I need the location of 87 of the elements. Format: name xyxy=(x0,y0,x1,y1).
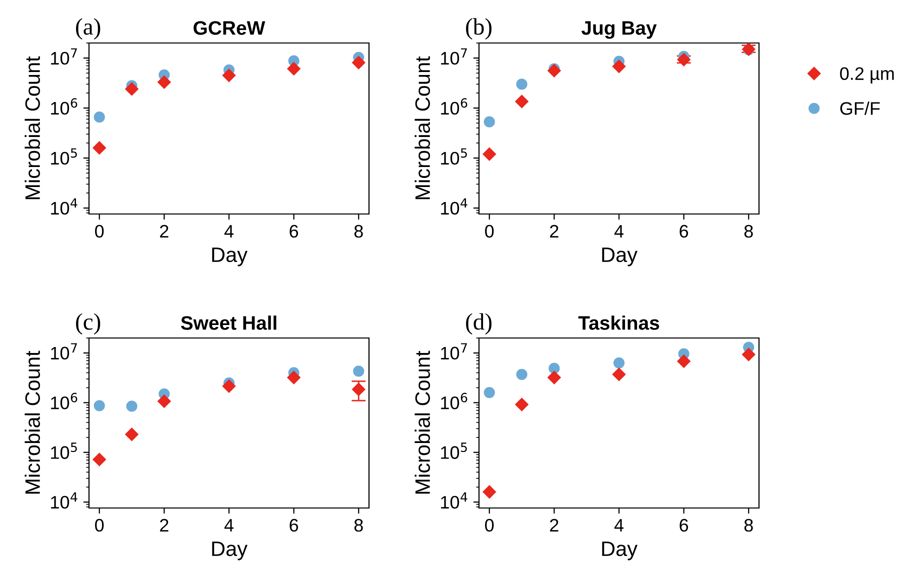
x-tick-label: 2 xyxy=(550,518,558,532)
point xyxy=(548,64,561,78)
y-tick-label: 10$^{4}$ xyxy=(51,198,78,215)
x-tick-label: 4 xyxy=(614,519,624,532)
x-tick-label: 2 xyxy=(160,224,168,238)
point xyxy=(482,147,496,161)
x-axis-title: Day xyxy=(602,542,638,560)
point xyxy=(158,394,171,408)
x-tick-label: 4 xyxy=(614,225,624,238)
point xyxy=(742,348,756,362)
y-tick-label: 10$^{6}$ xyxy=(51,98,78,115)
y-tick-label: 10$^{5}$ xyxy=(51,148,77,165)
chart-title: Taskinas xyxy=(578,316,660,330)
y-axis-title: Microbial Count xyxy=(24,350,40,494)
y-axis-title: Microbial Count xyxy=(24,56,40,200)
point xyxy=(287,370,300,384)
point xyxy=(548,362,560,374)
point xyxy=(515,94,528,108)
point xyxy=(516,368,528,380)
point xyxy=(125,82,138,96)
y-tick-label: 10$^{7}$ xyxy=(51,48,77,65)
point xyxy=(516,78,528,90)
y-tick-label: 10$^{5}$ xyxy=(441,148,467,165)
point xyxy=(94,400,105,412)
chart-title: Jug Bay xyxy=(581,21,657,39)
y-tick-label: 10$^{7}$ xyxy=(441,48,467,65)
point xyxy=(677,354,690,368)
y-tick-label: 10$^{7}$ xyxy=(51,343,77,360)
x-axis-title: Day xyxy=(212,248,248,266)
point xyxy=(125,428,138,441)
x-tick-label: 2 xyxy=(550,224,558,238)
point xyxy=(612,60,626,74)
x-tick-label: 0 xyxy=(485,224,494,238)
x-tick-label: 2 xyxy=(160,518,168,532)
point xyxy=(677,53,690,66)
x-axis-title: Day xyxy=(212,542,248,560)
point xyxy=(482,485,496,499)
text: (b) xyxy=(466,18,492,40)
x-tick-label: 8 xyxy=(354,224,363,238)
point xyxy=(613,357,625,368)
x-tick-label: 6 xyxy=(290,224,298,238)
point xyxy=(484,116,495,128)
point xyxy=(353,366,364,377)
y-tick-label: 10$^{6}$ xyxy=(441,98,468,115)
point xyxy=(92,141,106,154)
point xyxy=(92,452,106,466)
x-tick-label: 4 xyxy=(224,519,234,532)
y-tick-label: 10$^{6}$ xyxy=(441,392,468,410)
y-tick-label: 10$^{4}$ xyxy=(441,198,468,215)
x-tick-label: 0 xyxy=(95,224,104,238)
x-tick-label: 6 xyxy=(290,518,298,532)
point xyxy=(352,382,366,396)
point xyxy=(158,76,171,89)
y-axis-title: Microbial Count xyxy=(414,56,430,200)
point xyxy=(94,112,105,123)
text: (c) xyxy=(76,313,100,335)
x-tick-label: 4 xyxy=(224,225,234,238)
point xyxy=(287,62,300,76)
text: (d) xyxy=(466,313,492,335)
point xyxy=(612,368,626,382)
y-axis-title: Microbial Count xyxy=(414,350,430,494)
point xyxy=(222,68,236,82)
x-axis-title: Day xyxy=(602,248,638,266)
point xyxy=(515,398,528,412)
x-tick-label: 0 xyxy=(485,518,494,532)
y-tick-label: 10$^{4}$ xyxy=(441,492,468,509)
x-tick-label: 0 xyxy=(95,518,104,532)
y-tick-label: 10$^{4}$ xyxy=(51,492,78,509)
y-tick-label: 10$^{5}$ xyxy=(51,442,77,459)
point xyxy=(484,386,495,398)
point xyxy=(548,370,561,384)
chart-title: GCReW xyxy=(194,21,266,35)
x-tick-label: 8 xyxy=(354,518,363,532)
point xyxy=(126,400,138,412)
x-tick-label: 8 xyxy=(744,224,753,238)
x-tick-label: 6 xyxy=(680,224,688,238)
y-tick-label: 10$^{7}$ xyxy=(441,343,467,360)
legend-label: GF/F xyxy=(840,102,880,115)
x-tick-label: 6 xyxy=(680,518,688,532)
chart-title: Sweet Hall xyxy=(180,316,276,330)
text: (a) xyxy=(76,18,100,40)
point xyxy=(352,56,366,70)
x-tick-label: 8 xyxy=(744,518,753,532)
legend-label: 0.2 µm xyxy=(840,67,894,84)
y-tick-label: 10$^{6}$ xyxy=(51,392,78,410)
y-tick-label: 10$^{5}$ xyxy=(441,442,467,459)
point xyxy=(222,380,236,393)
